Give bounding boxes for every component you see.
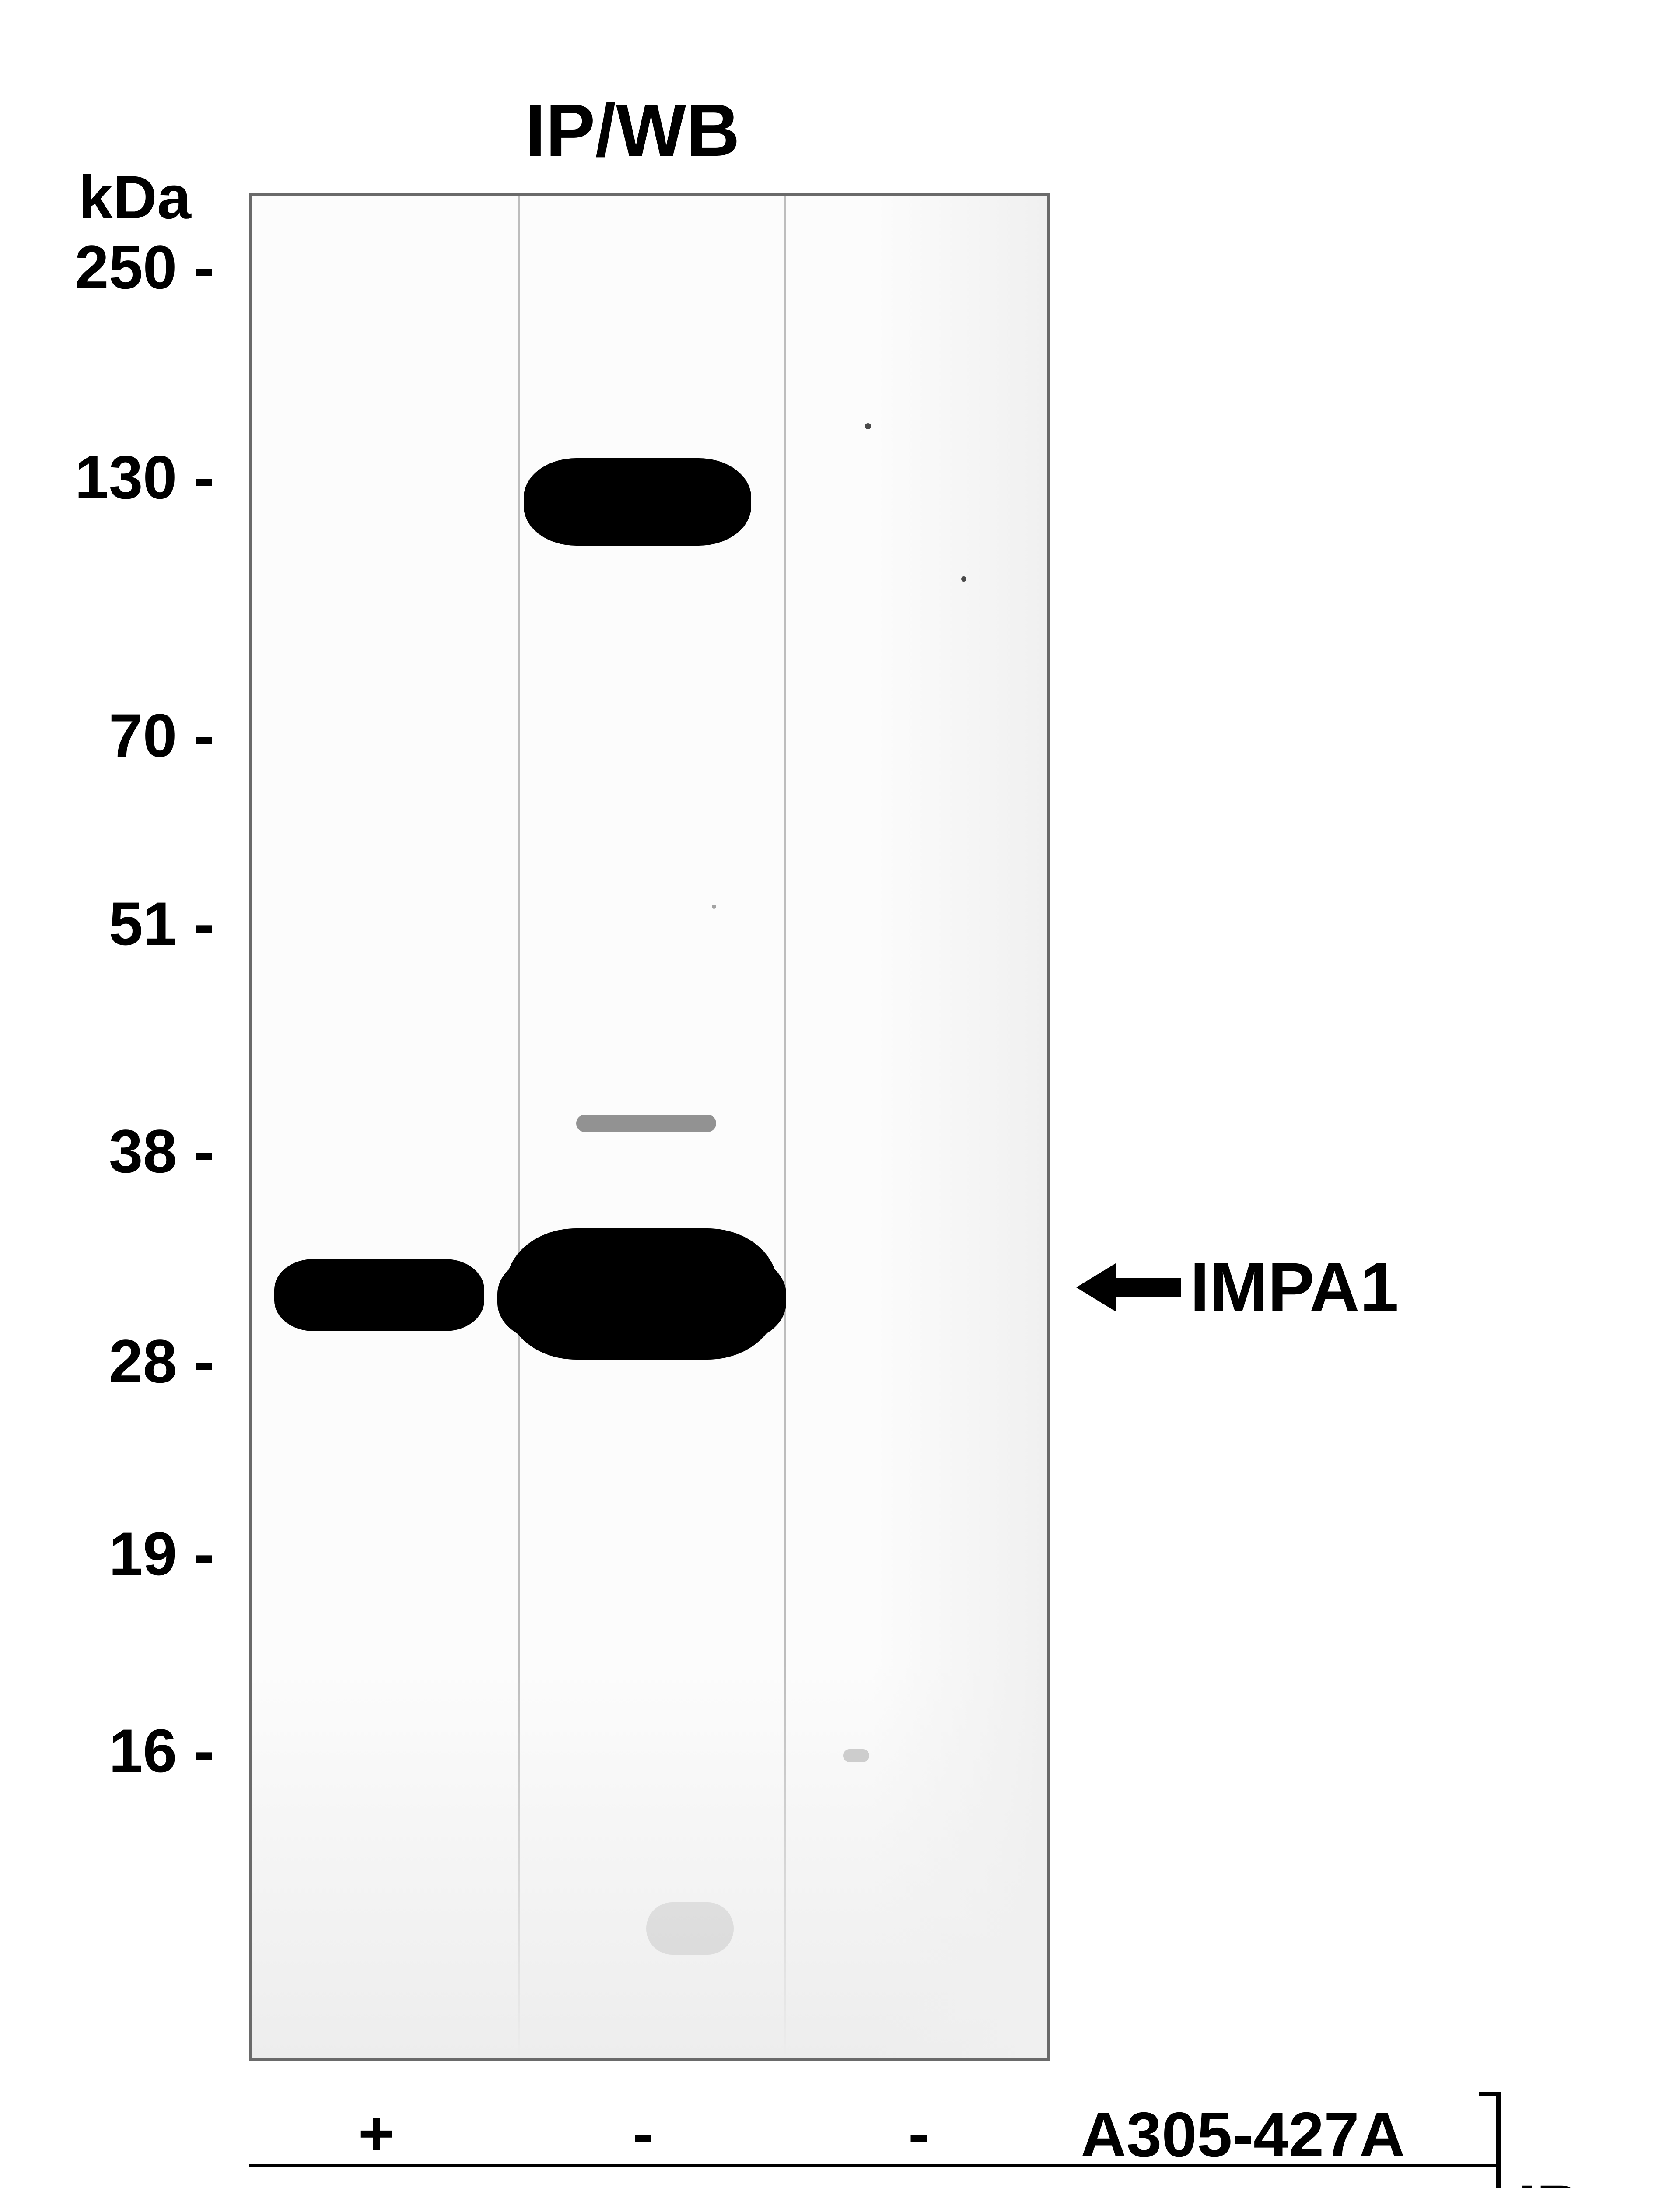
lane-divider (784, 196, 786, 2058)
mw-marker-28: 28 - (70, 1326, 214, 1397)
band-lane1-impa1 (274, 1259, 484, 1331)
ip-group-label: IP (1518, 2170, 1580, 2188)
target-name: IMPA1 (1190, 1247, 1399, 1328)
figure-container: IP/WB kDa 250 - 130 - 70 - 51 - 38 - 28 … (66, 88, 1597, 2188)
ip-cell: + (358, 2097, 395, 2170)
band-lane2-38kda-faint (576, 1115, 716, 1132)
ip-cell: - (366, 2173, 387, 2188)
lane-divider (518, 196, 520, 2058)
smudge (646, 1902, 734, 1955)
mw-marker-16: 16 - (70, 1715, 214, 1786)
ip-row-1: + - - A305-427A (249, 2092, 1501, 2164)
ip-antibody-2: A305-428A (1081, 2174, 1405, 2188)
mw-marker-38: 38 - (70, 1116, 214, 1187)
band-lane2-impa1-spread (497, 1255, 786, 1342)
mw-marker-250: 250 - (70, 232, 214, 303)
speck (865, 423, 871, 429)
ip-cell: + (625, 2173, 662, 2188)
smudge (843, 1749, 869, 1762)
mw-marker-130: 130 - (70, 442, 214, 513)
ip-row-2: - + - A305-428A (249, 2164, 1501, 2188)
ip-cell: - (908, 2173, 929, 2188)
blot-membrane (249, 193, 1050, 2061)
kda-unit-label: kDa (79, 162, 191, 233)
arrow-left-icon (1076, 1261, 1181, 1314)
target-label: IMPA1 (1076, 1247, 1399, 1328)
ip-cell: - (908, 2097, 929, 2170)
background-shading (252, 1664, 1047, 2058)
speck (961, 576, 966, 582)
ip-antibody-1: A305-427A (1081, 2098, 1405, 2171)
figure-title: IP/WB (525, 88, 740, 173)
mw-marker-70: 70 - (70, 700, 214, 771)
background-shading (872, 196, 1047, 2058)
speck (712, 905, 716, 909)
ip-bracket (1479, 2092, 1501, 2188)
mw-marker-51: 51 - (70, 888, 214, 959)
mw-marker-19: 19 - (70, 1518, 214, 1589)
ip-conditions-table: + - - A305-427A - + - A305-428A - - + Ct… (249, 2092, 1501, 2188)
band-lane2-130kda (524, 458, 751, 546)
ip-cell: - (633, 2097, 654, 2170)
